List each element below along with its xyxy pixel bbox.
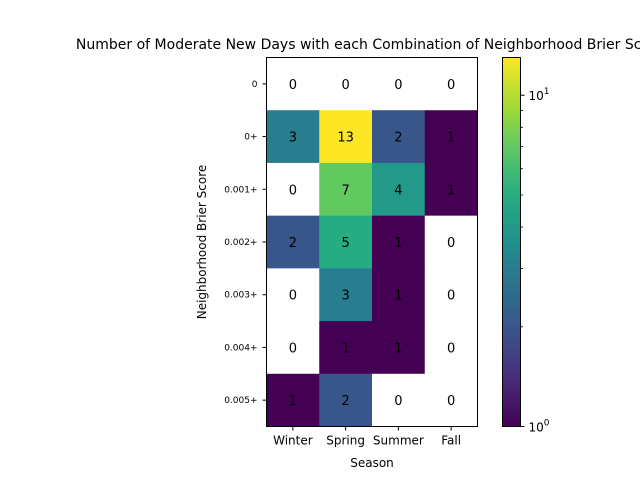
cell-value-label: 2 [394,131,402,146]
heatmap-cell [319,373,373,427]
y-axis-ticks: 0 0+ 0.001+ 0.002+ 0.003+ 0.004+ 0.005+ [224,80,267,406]
heatmap-cell [424,57,478,111]
heatmap-cell [319,110,373,164]
heatmap-cell [319,162,373,217]
heatmap-cell [266,321,320,375]
cell-value-label: 3 [341,289,349,304]
cell-value-label: 0 [447,394,455,409]
x-axis-ticks: Winter Spring Summer Fall [273,426,461,448]
heatmap-cell [372,57,426,111]
heatmap-cell [266,162,320,217]
heatmap-cell [424,321,478,375]
y-tick-label: 0.004+ [224,343,257,353]
heatmap-cell [266,268,320,322]
heatmap-cell [424,373,478,427]
heatmap-cell [372,321,426,375]
heatmap-cell [424,268,478,322]
x-tick-label: Summer [373,434,424,448]
heatmap-cell [372,162,426,217]
cell-value-label: 1 [394,236,402,251]
colorbar: 100 101 [502,57,550,435]
heatmap-cell [424,162,478,217]
cell-value-label: 0 [447,289,455,304]
y-tick-label: 0.005+ [224,396,257,406]
heatmap-cell [319,268,373,322]
cell-value-label: 0 [289,289,297,304]
heatmap-cell [266,57,320,111]
cell-value-label: 5 [341,236,349,251]
cell-value-label: 0 [289,78,297,93]
x-axis-label: Season [350,456,394,470]
colorbar-tick-label: 100 [529,419,550,435]
cell-value-label: 0 [394,78,402,93]
heatmap-cell [424,215,478,269]
cell-value-label: 7 [341,183,349,198]
colorbar-tick-label: 101 [529,87,550,103]
y-tick-label: 0+ [244,133,257,143]
colorbar-gradient [502,57,521,427]
cell-value-label: 2 [341,394,349,409]
y-tick-label: 0 [252,80,258,90]
heatmap-cell [266,215,320,269]
cell-value-label: 0 [341,78,349,93]
heatmap-cell [266,373,320,427]
cell-value-label: 1 [289,394,297,409]
cell-value-label: 3 [289,131,297,146]
cell-value-label: 0 [289,341,297,356]
cell-value-label: 1 [447,131,455,146]
heatmap-cell [424,110,478,164]
x-tick-label: Spring [326,434,365,448]
chart-title: Number of Moderate New Days with each Co… [76,37,640,53]
heatmap-cell [372,215,426,269]
cell-value-label: 0 [394,394,402,409]
heatmap-cell [372,373,426,427]
heatmap-cell [266,110,320,164]
y-tick-label: 0.001+ [224,185,257,195]
heatmap-cell [372,268,426,322]
cell-value-label: 2 [289,236,297,251]
x-tick-label: Winter [273,434,313,448]
x-tick-label: Fall [441,434,461,448]
heatmap-cell [372,110,426,164]
heatmap-cells: 0 0 0 03 13 2 10 7 4 12 5 1 00 3 1 00 1 1 01 2 0 0 [266,57,478,427]
y-tick-label: 0.002+ [224,238,257,248]
y-tick-label: 0.003+ [224,291,257,301]
heatmap-cell [319,215,373,269]
cell-value-label: 1 [394,341,402,356]
heatmap-cell [319,321,373,375]
cell-value-label: 0 [447,341,455,356]
y-axis-label: Neighborhood Brier Score [195,165,209,320]
cell-value-label: 1 [447,183,455,198]
cell-value-label: 0 [447,236,455,251]
heatmap-cell [319,57,373,111]
cell-value-label: 1 [394,289,402,304]
cell-value-label: 13 [337,131,354,146]
cell-value-label: 1 [341,341,349,356]
cell-value-label: 4 [394,183,402,198]
cell-value-label: 0 [447,78,455,93]
cell-value-label: 0 [289,183,297,198]
